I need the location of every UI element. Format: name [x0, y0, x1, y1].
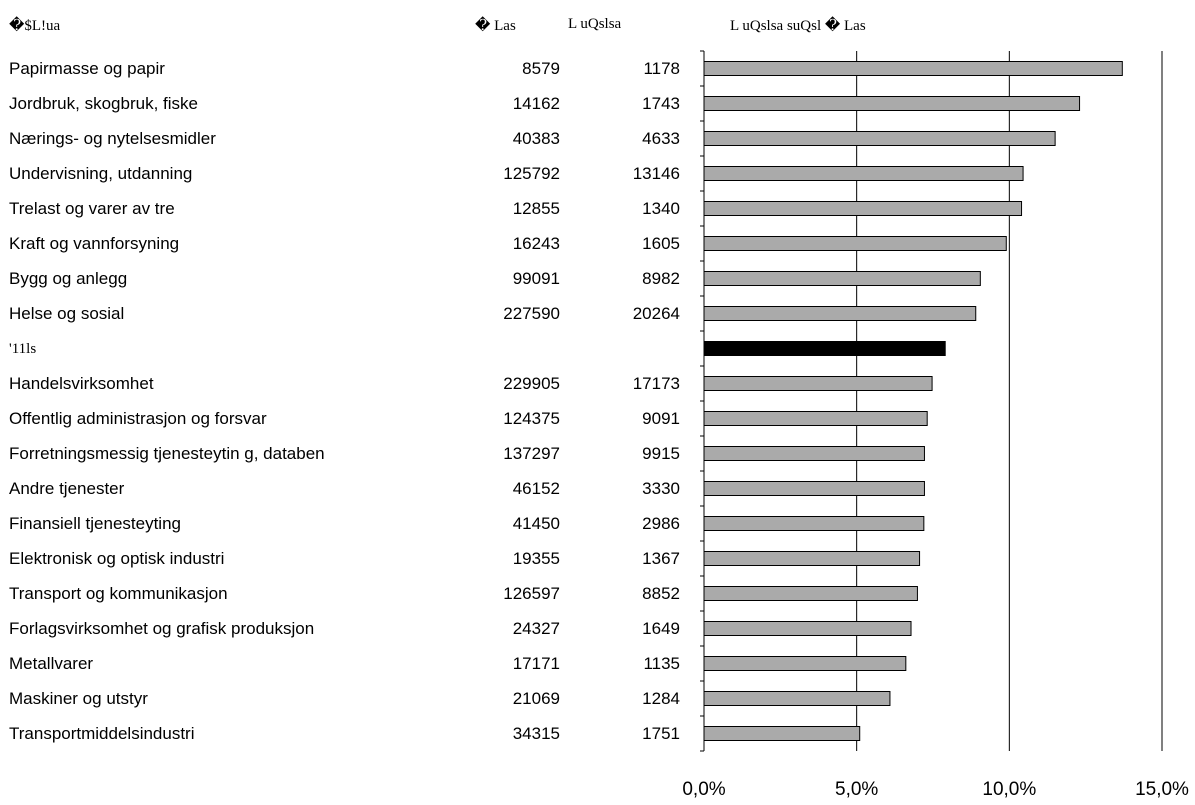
bar	[703, 621, 912, 636]
row-label: Andre tjenester	[9, 478, 125, 498]
header-sector: �$L!ua	[9, 18, 61, 34]
row-label: Trelast og varer av tre	[9, 198, 175, 218]
bar	[703, 236, 1007, 251]
row-value-b: 1178	[643, 58, 680, 78]
table-rows: Papirmasse og papir 8579 1178 Jordbruk, sko…	[9, 58, 680, 743]
row-value-b: 1743	[642, 93, 680, 113]
row-value-b: 20264	[632, 303, 680, 323]
row-value-b: 2986	[642, 513, 680, 533]
row-label: Finansiell tjenesteyting	[9, 513, 181, 533]
row-value-a: 126597	[503, 583, 560, 603]
row-value-b: 1605	[642, 233, 680, 253]
x-tick-label: 5,0%	[835, 779, 878, 800]
row-value-b: 9091	[642, 408, 680, 428]
row-value-a: 24327	[512, 618, 560, 638]
row-value-a: 227590	[503, 303, 560, 323]
bar	[703, 656, 907, 671]
bar	[703, 691, 891, 706]
row-value-a: 8579	[522, 58, 560, 78]
row-value-a: 137297	[503, 443, 560, 463]
row-value-a: 125792	[503, 163, 560, 183]
bar	[703, 166, 1024, 181]
row-value-a: 21069	[512, 688, 560, 708]
row-value-b: 13146	[632, 163, 680, 183]
row-value-a: 19355	[512, 548, 560, 568]
bar	[703, 411, 928, 426]
row-label: Nærings- og nytelsesmidler	[9, 128, 216, 148]
bar	[703, 726, 861, 741]
row-value-a: 41450	[512, 513, 560, 533]
row-label: '11ls	[9, 340, 37, 357]
row-label: Offentlig administrasjon og forsvar	[9, 408, 267, 428]
row-value-b: 4633	[642, 128, 680, 148]
bar	[703, 446, 925, 461]
row-label: Forlagsvirksomhet og grafisk produksjon	[9, 618, 315, 638]
x-tick-label: 10,0%	[982, 779, 1036, 800]
bar-total	[703, 341, 946, 356]
x-tick-label: 0,0%	[682, 779, 725, 800]
row-value-b: 3330	[642, 478, 680, 498]
row-label: Undervisning, utdanning	[9, 163, 193, 183]
bar	[703, 201, 1023, 216]
row-label: Papirmasse og papir	[9, 58, 165, 78]
bar	[703, 516, 925, 531]
row-value-a: 40383	[512, 128, 560, 148]
bar	[703, 376, 933, 391]
row-value-b: 8852	[642, 583, 680, 603]
bar	[703, 306, 977, 321]
row-value-a: 17171	[512, 653, 560, 673]
row-label: Elektronisk og optisk industri	[9, 548, 225, 568]
bar	[703, 61, 1123, 76]
header-col-c: L uQslsa suQsl � Las	[730, 18, 866, 34]
header-col-a: � Las	[475, 18, 516, 34]
row-value-b: 1751	[642, 723, 680, 743]
row-value-b: 9915	[642, 443, 680, 463]
row-label: Metallvarer	[9, 653, 94, 673]
row-value-b: 17173	[632, 373, 680, 393]
row-value-b: 1649	[642, 618, 680, 638]
row-value-a: 12855	[512, 198, 560, 218]
row-value-a: 34315	[512, 723, 560, 743]
row-value-a: 229905	[503, 373, 560, 393]
bar	[703, 271, 981, 286]
row-value-a: 14162	[512, 93, 560, 113]
row-label: Jordbruk, skogbruk, fiske	[9, 93, 198, 113]
row-value-b: 1284	[642, 688, 680, 708]
row-value-b: 1367	[642, 548, 680, 568]
row-value-b: 1135	[643, 653, 680, 673]
bar	[703, 586, 918, 601]
row-label: Kraft og vannforsyning	[9, 233, 180, 253]
row-label: Maskiner og utstyr	[9, 688, 148, 708]
x-tick-label: 15,0%	[1135, 779, 1189, 800]
row-label: Transportmiddelsindustri	[9, 723, 195, 743]
row-value-a: 124375	[503, 408, 560, 428]
row-label: Helse og sosial	[9, 303, 125, 323]
row-label: Handelsvirksomhet	[9, 373, 154, 393]
bar	[703, 481, 925, 496]
row-value-b: 8982	[642, 268, 680, 288]
header-col-b: L uQslsa	[568, 16, 622, 32]
row-label: Forretningsmessig tjenesteytin g, databe…	[9, 443, 325, 463]
bar	[703, 96, 1081, 111]
row-value-a: 46152	[512, 478, 560, 498]
bar	[703, 131, 1056, 146]
row-label: Transport og kommunikasjon	[9, 583, 228, 603]
bar	[703, 551, 921, 566]
row-label: Bygg og anlegg	[9, 268, 128, 288]
row-value-b: 1340	[642, 198, 680, 218]
row-value-a: 16243	[512, 233, 560, 253]
row-value-a: 99091	[512, 268, 560, 288]
